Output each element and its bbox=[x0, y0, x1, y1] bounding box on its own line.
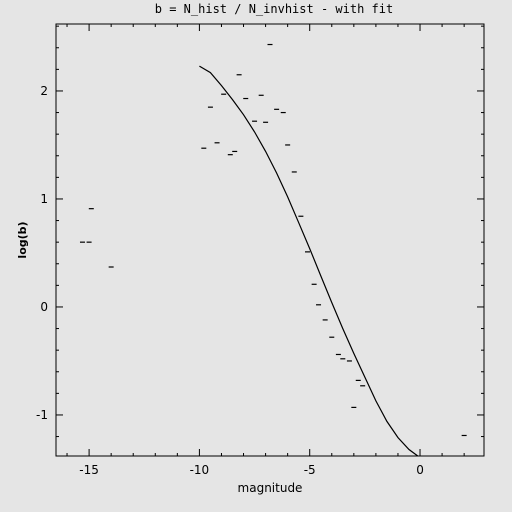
y-tick-label: 0 bbox=[40, 300, 48, 314]
x-tick-label: -10 bbox=[190, 463, 210, 477]
data-points bbox=[79, 43, 467, 437]
y-axis-label: log(b) bbox=[16, 221, 29, 258]
y-tick-label: 1 bbox=[40, 192, 48, 206]
x-axis-label: magnitude bbox=[238, 481, 303, 495]
fit-line bbox=[199, 65, 419, 457]
y-tick-label: 2 bbox=[40, 84, 48, 98]
x-tick-label: 0 bbox=[416, 463, 424, 477]
chart-title: b = N_hist / N_invhist - with fit bbox=[155, 2, 393, 16]
plot-frame bbox=[55, 23, 485, 457]
x-tick-label: -15 bbox=[79, 463, 99, 477]
axis-ticks bbox=[56, 24, 484, 456]
y-tick-label: -1 bbox=[36, 408, 48, 422]
x-tick-label: -5 bbox=[304, 463, 316, 477]
